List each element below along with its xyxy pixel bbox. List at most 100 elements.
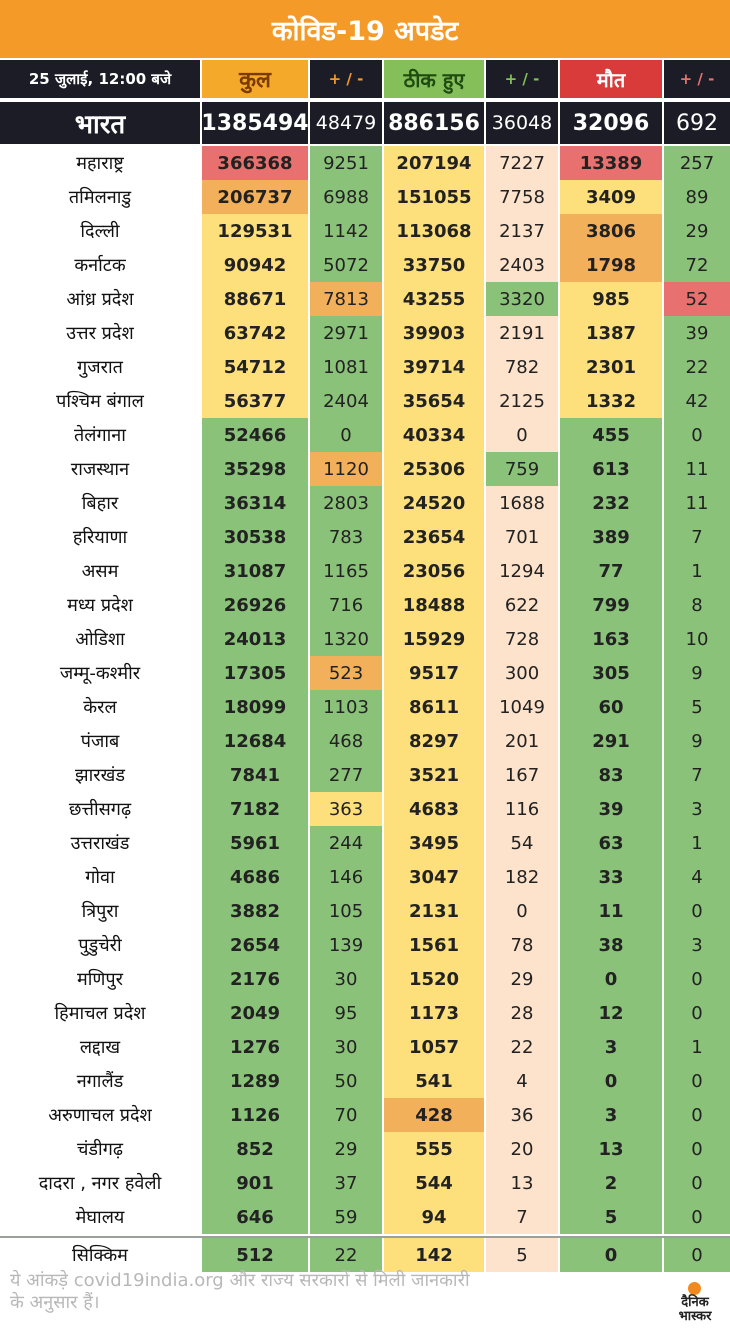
cell-total: 901: [202, 1166, 308, 1200]
cell-deaths-delta: 0: [664, 962, 730, 996]
table-row: गोवा 4686 146 3047 182 33 4: [0, 860, 730, 894]
cell-total-delta: 59: [310, 1200, 382, 1234]
cell-recovered: 1173: [384, 996, 484, 1030]
national-recovered: 886156: [384, 102, 484, 144]
cell-deaths-delta: 0: [664, 996, 730, 1030]
cell-total: 852: [202, 1132, 308, 1166]
cell-recovered: 1561: [384, 928, 484, 962]
cell-recovered: 39903: [384, 316, 484, 350]
cell-deaths-delta: 8: [664, 588, 730, 622]
cell-deaths: 3: [560, 1030, 662, 1064]
state-name: लद्दाख: [0, 1030, 200, 1064]
state-name: राजस्थान: [0, 452, 200, 486]
state-name: नगालैंड: [0, 1064, 200, 1098]
cell-deaths: 799: [560, 588, 662, 622]
table-row: नगालैंड 1289 50 541 4 0 0: [0, 1064, 730, 1098]
state-name: मध्य प्रदेश: [0, 588, 200, 622]
cell-recovered-delta: 701: [486, 520, 558, 554]
cell-deaths-delta: 22: [664, 350, 730, 384]
logo-sun-icon: [688, 1282, 701, 1295]
cell-deaths-delta: 7: [664, 520, 730, 554]
table-row: हिमाचल प्रदेश 2049 95 1173 28 12 0: [0, 996, 730, 1030]
cell-deaths: 11: [560, 894, 662, 928]
cell-total: 17305: [202, 656, 308, 690]
table-row: दिल्ली 129531 1142 113068 2137 3806 29: [0, 214, 730, 248]
state-name: उत्तराखंड: [0, 826, 200, 860]
cell-total: 24013: [202, 622, 308, 656]
cell-recovered-delta: 36: [486, 1098, 558, 1132]
cell-deaths-delta: 3: [664, 792, 730, 826]
cell-recovered: 40334: [384, 418, 484, 452]
state-name: दिल्ली: [0, 214, 200, 248]
header-recovered-delta: + / -: [486, 60, 558, 98]
cell-deaths: 0: [560, 1064, 662, 1098]
cell-total-delta: 105: [310, 894, 382, 928]
cell-deaths: 163: [560, 622, 662, 656]
cell-total: 1276: [202, 1030, 308, 1064]
cell-recovered: 94: [384, 1200, 484, 1234]
cell-total: 12684: [202, 724, 308, 758]
cell-total: 2176: [202, 962, 308, 996]
cell-recovered-delta: 29: [486, 962, 558, 996]
cell-deaths: 33: [560, 860, 662, 894]
source-note: ये आंकड़े covid19india.org और राज्य सरका…: [10, 1270, 470, 1313]
cell-deaths: 63: [560, 826, 662, 860]
cell-recovered-delta: 4: [486, 1064, 558, 1098]
cell-deaths: 389: [560, 520, 662, 554]
logo-text: दैनिक भास्कर: [678, 1295, 712, 1324]
header-total: कुल: [202, 60, 308, 98]
cell-deaths: 38: [560, 928, 662, 962]
state-name: हिमाचल प्रदेश: [0, 996, 200, 1030]
cell-total: 7182: [202, 792, 308, 826]
cell-total-delta: 1103: [310, 690, 382, 724]
cell-total-delta: 0: [310, 418, 382, 452]
cell-recovered-delta: 3320: [486, 282, 558, 316]
table-row: त्रिपुरा 3882 105 2131 0 11 0: [0, 894, 730, 928]
cell-recovered-delta: 7227: [486, 146, 558, 180]
cell-recovered: 142: [384, 1238, 484, 1272]
table-row: कर्नाटक 90942 5072 33750 2403 1798 72: [0, 248, 730, 282]
cell-recovered-delta: 7758: [486, 180, 558, 214]
table-row: उत्तर प्रदेश 63742 2971 39903 2191 1387 39: [0, 316, 730, 350]
cell-deaths-delta: 11: [664, 452, 730, 486]
cell-total: 5961: [202, 826, 308, 860]
table-row: अरुणाचल प्रदेश 1126 70 428 36 3 0: [0, 1098, 730, 1132]
cell-recovered-delta: 1294: [486, 554, 558, 588]
table-row: राजस्थान 35298 1120 25306 759 613 11: [0, 452, 730, 486]
table-row: झारखंड 7841 277 3521 167 83 7: [0, 758, 730, 792]
cell-deaths: 305: [560, 656, 662, 690]
national-deaths: 32096: [560, 102, 662, 144]
cell-deaths: 12: [560, 996, 662, 1030]
state-name: जम्मू-कश्मीर: [0, 656, 200, 690]
state-name: छत्तीसगढ़: [0, 792, 200, 826]
state-name: तमिलनाडु: [0, 180, 200, 214]
cell-deaths: 3806: [560, 214, 662, 248]
cell-total-delta: 95: [310, 996, 382, 1030]
cell-recovered: 544: [384, 1166, 484, 1200]
cell-total: 646: [202, 1200, 308, 1234]
cell-recovered-delta: 2191: [486, 316, 558, 350]
cell-recovered-delta: 20: [486, 1132, 558, 1166]
table-row: महाराष्ट्र 366368 9251 207194 7227 13389 257: [0, 146, 730, 180]
header-deaths: मौत: [560, 60, 662, 98]
brand-logo: दैनिक भास्कर: [664, 1282, 726, 1334]
table-row: जम्मू-कश्मीर 17305 523 9517 300 305 9: [0, 656, 730, 690]
cell-recovered: 3495: [384, 826, 484, 860]
cell-total: 18099: [202, 690, 308, 724]
table-row: ओडिशा 24013 1320 15929 728 163 10: [0, 622, 730, 656]
cell-recovered: 8611: [384, 690, 484, 724]
table-header: 25 जुलाई, 12:00 बजे कुल + / - ठीक हुए + …: [0, 60, 730, 98]
national-name: भारत: [0, 102, 200, 144]
state-name: बिहार: [0, 486, 200, 520]
cell-total-delta: 716: [310, 588, 382, 622]
cell-recovered-delta: 728: [486, 622, 558, 656]
table-row: तमिलनाडु 206737 6988 151055 7758 3409 89: [0, 180, 730, 214]
cell-deaths: 13389: [560, 146, 662, 180]
state-name: महाराष्ट्र: [0, 146, 200, 180]
table-row: छत्तीसगढ़ 7182 363 4683 116 39 3: [0, 792, 730, 826]
cell-recovered-delta: 78: [486, 928, 558, 962]
cell-deaths-delta: 89: [664, 180, 730, 214]
cell-recovered-delta: 54: [486, 826, 558, 860]
cell-recovered: 1520: [384, 962, 484, 996]
cell-deaths: 985: [560, 282, 662, 316]
